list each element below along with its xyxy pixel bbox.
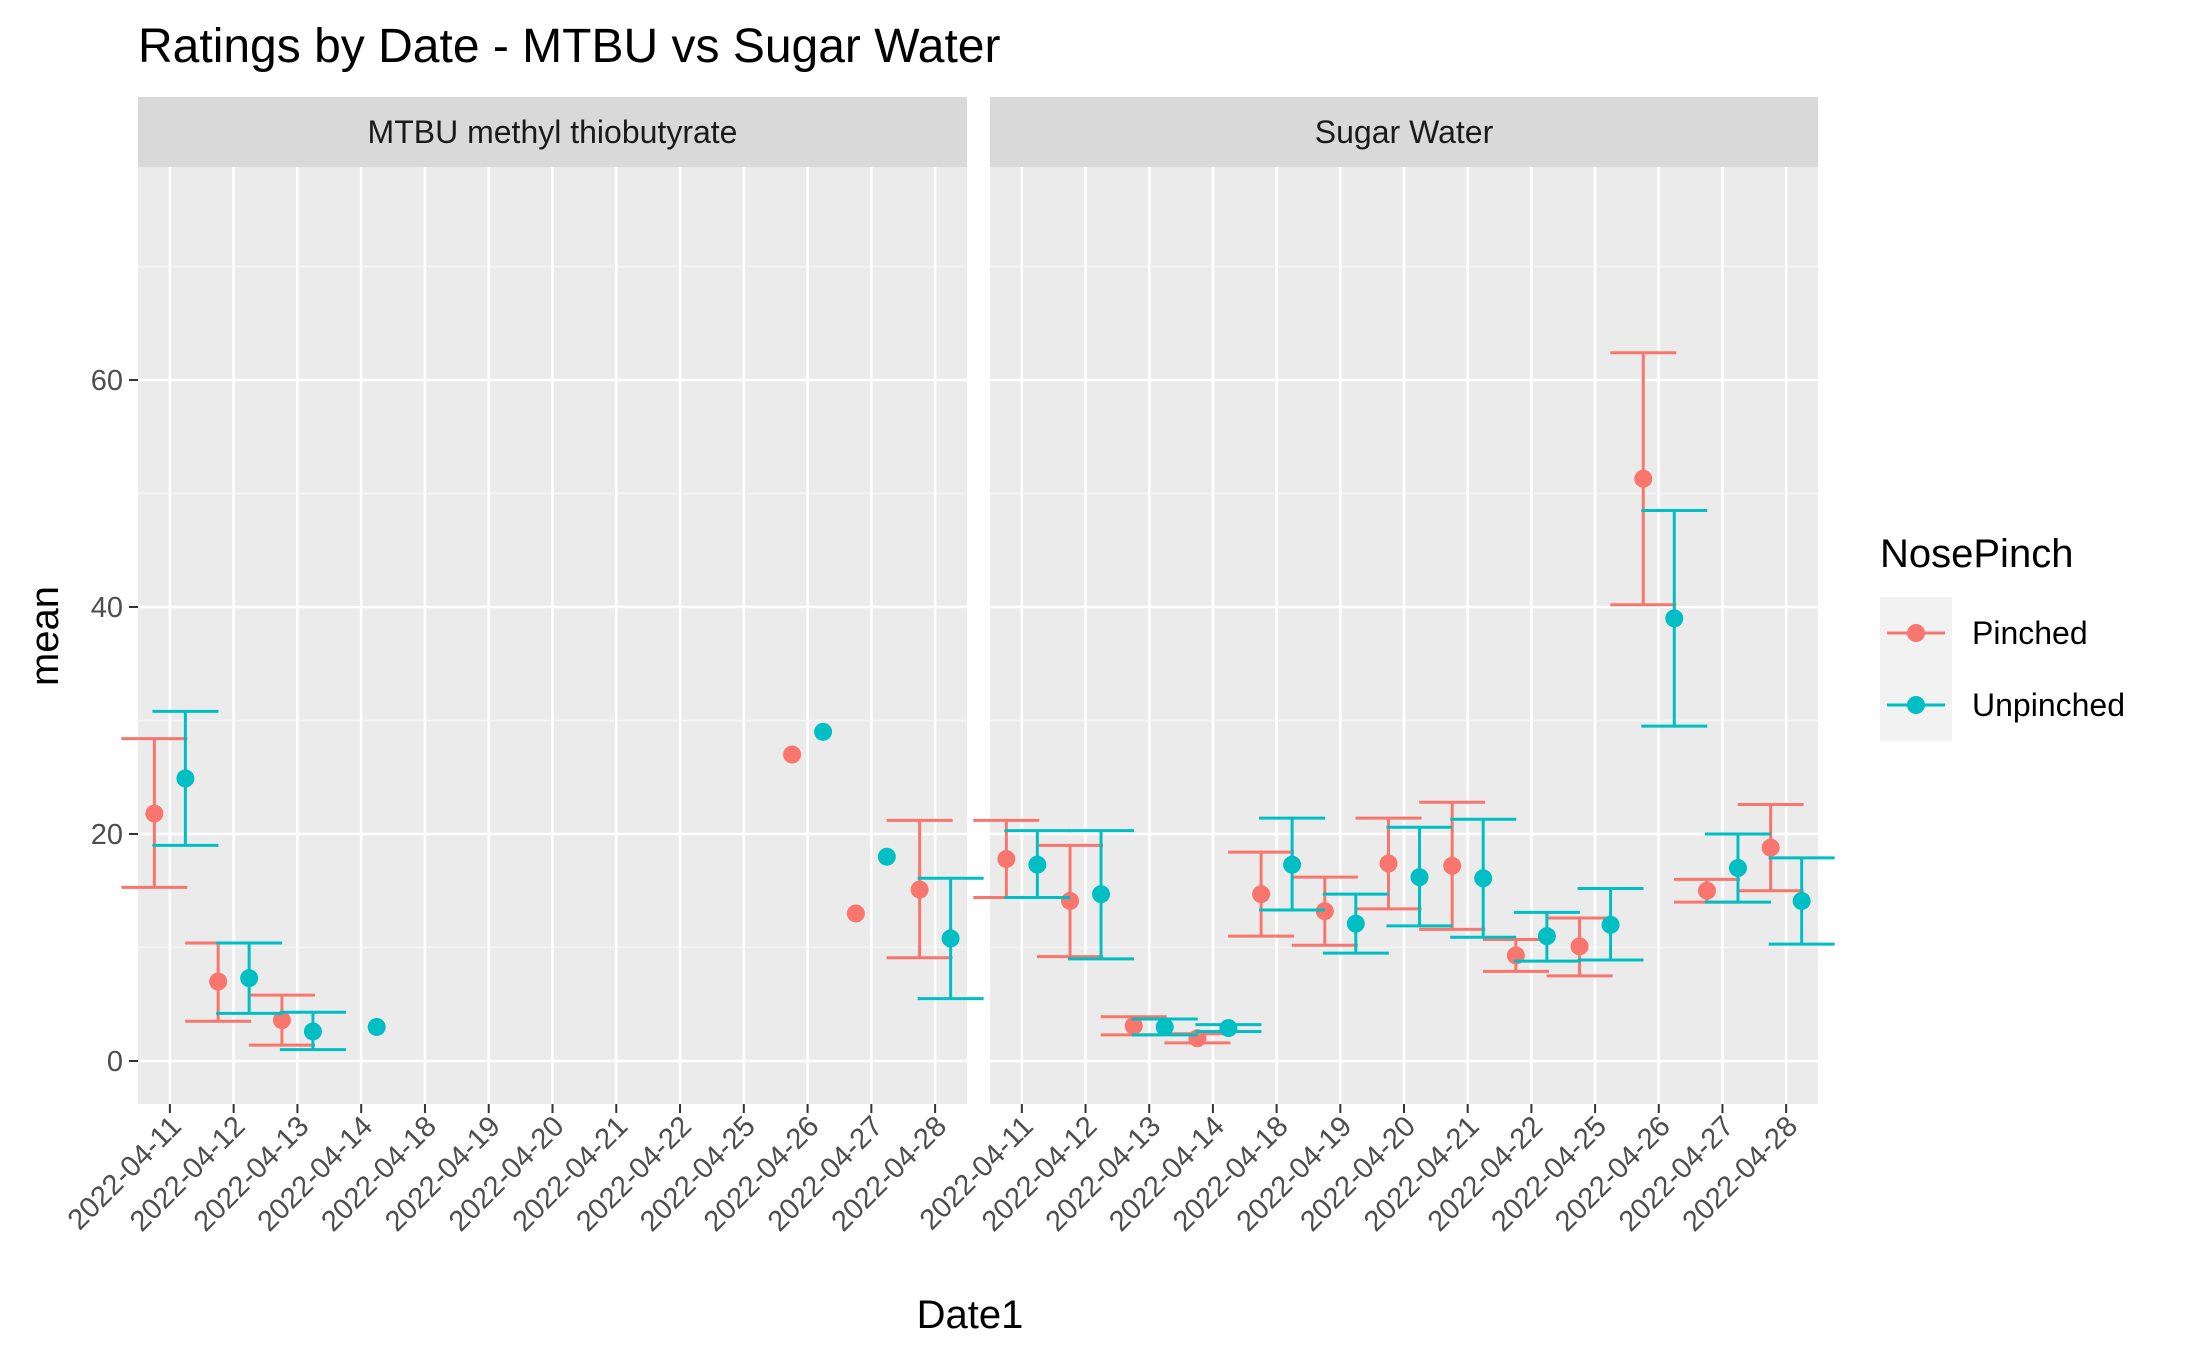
data-point: [1283, 855, 1302, 874]
data-point: [1028, 855, 1047, 874]
y-axis-title: mean: [23, 586, 67, 686]
data-point: [1410, 868, 1429, 887]
data-point: [367, 1017, 386, 1036]
panel-2: Sugar Water2022-04-112022-04-122022-04-1…: [914, 97, 1835, 1238]
data-point: [1537, 927, 1556, 946]
y-tick-label: 0: [107, 1046, 123, 1078]
legend: NosePinch Pinched Unpinched: [1880, 532, 2125, 741]
data-point: [846, 904, 865, 923]
data-point: [1634, 469, 1653, 488]
legend-label: Pinched: [1972, 615, 2088, 651]
data-point: [1252, 885, 1271, 904]
legend-key-point: [1907, 624, 1925, 642]
data-point: [1728, 859, 1747, 878]
chart-title: Ratings by Date - MTBU vs Sugar Water: [138, 20, 1000, 73]
data-point: [303, 1022, 322, 1041]
data-point: [240, 969, 259, 988]
legend-label: Unpinched: [1972, 687, 2125, 723]
y-tick-label: 40: [91, 592, 123, 624]
legend-item-pinched: Pinched: [1880, 597, 2088, 669]
data-point: [209, 972, 228, 991]
x-axis-title: Date1: [917, 1293, 1024, 1337]
facet-strip: [138, 97, 967, 167]
data-point: [814, 722, 833, 741]
data-point: [1061, 891, 1080, 910]
facet-label: Sugar Water: [1315, 114, 1494, 150]
data-point: [1570, 937, 1589, 956]
data-point: [1761, 838, 1780, 857]
data-point: [910, 880, 929, 899]
data-point: [997, 849, 1016, 868]
data-point: [1443, 856, 1462, 875]
data-point: [1792, 891, 1811, 910]
data-point: [877, 847, 896, 866]
data-point: [1474, 869, 1493, 888]
y-tick-label: 20: [91, 819, 123, 851]
data-point: [272, 1011, 291, 1030]
data-point: [1601, 915, 1620, 934]
data-point: [1697, 881, 1716, 900]
legend-key-point: [1907, 696, 1925, 714]
series-unpinched: [152, 709, 984, 1052]
data-point: [941, 929, 960, 948]
data-point: [1155, 1017, 1174, 1036]
series-pinched: [973, 351, 1804, 1048]
series-unpinched: [1004, 509, 1835, 1038]
data-point: [1124, 1016, 1143, 1035]
data-point: [145, 804, 164, 823]
data-point: [1379, 854, 1398, 873]
y-tick-label: 60: [91, 365, 123, 397]
panel-1: MTBU methyl thiobutyrate2022-04-112022-0…: [62, 97, 984, 1238]
legend-item-unpinched: Unpinched: [1880, 669, 2125, 741]
data-point: [783, 745, 802, 764]
data-point: [1219, 1019, 1238, 1038]
facet-strip: [990, 97, 1818, 167]
data-point: [176, 769, 195, 788]
data-point: [1665, 609, 1684, 628]
data-point: [1092, 885, 1111, 904]
data-point: [1346, 914, 1365, 933]
series-pinched: [121, 737, 953, 1047]
facet-label: MTBU methyl thiobutyrate: [368, 114, 738, 150]
legend-title: NosePinch: [1880, 532, 2073, 576]
panels: MTBU methyl thiobutyrate2022-04-112022-0…: [62, 97, 1835, 1238]
